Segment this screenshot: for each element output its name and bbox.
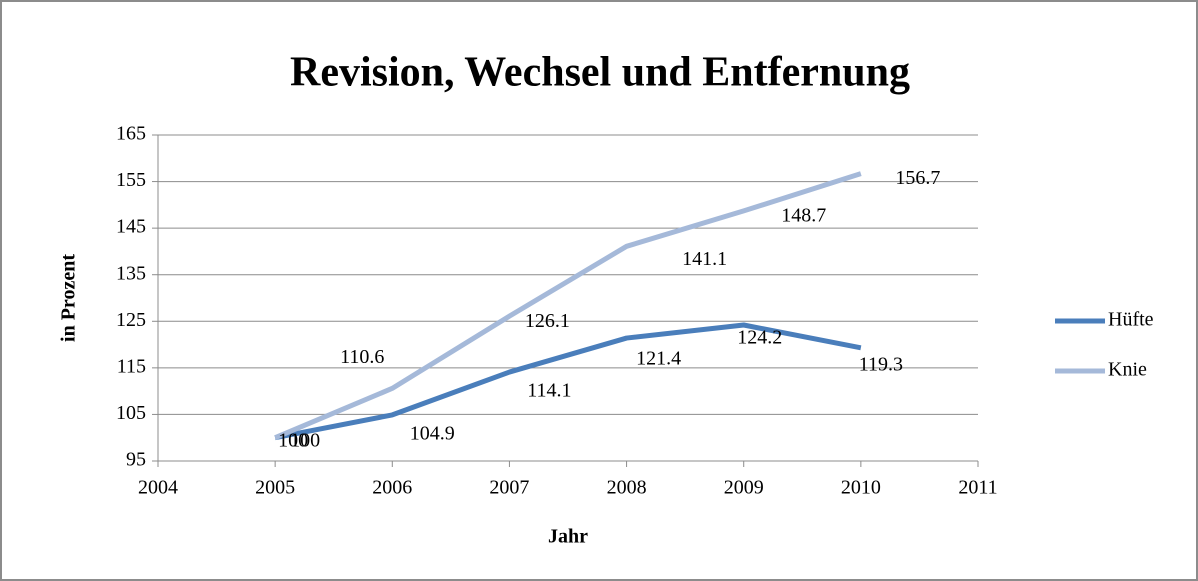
data-label: 100 xyxy=(278,429,308,451)
legend-label: Hüfte xyxy=(1108,309,1154,331)
x-tick-label: 2005 xyxy=(255,477,295,499)
y-tick-label: 115 xyxy=(117,355,146,377)
data-label: 110.6 xyxy=(340,346,384,368)
y-tick-label: 165 xyxy=(116,123,146,145)
data-label: 156.7 xyxy=(895,167,940,189)
x-tick-label: 2008 xyxy=(607,477,647,499)
line-series xyxy=(274,322,862,441)
x-tick-label: 2007 xyxy=(489,477,529,499)
legend-label: Knie xyxy=(1108,359,1147,381)
y-tick-label: 135 xyxy=(116,262,146,284)
y-axis-label: in Prozent xyxy=(58,254,80,342)
data-label: 148.7 xyxy=(781,205,826,227)
line-series xyxy=(274,171,862,441)
x-tick-label: 2011 xyxy=(958,477,997,499)
x-tick-label: 2010 xyxy=(841,477,881,499)
x-axis-label: Jahr xyxy=(548,526,588,548)
data-label: 119.3 xyxy=(859,353,903,375)
data-label: 100 xyxy=(290,429,320,451)
y-tick-label: 105 xyxy=(116,402,146,424)
data-label: 126.1 xyxy=(525,310,570,332)
y-tick-label: 145 xyxy=(116,216,146,238)
data-label: 124.2 xyxy=(737,327,782,349)
data-label: 141.1 xyxy=(682,248,727,270)
chart-title: Revision, Wechsel und Entfernung xyxy=(290,50,910,96)
x-tick-label: 2009 xyxy=(724,477,764,499)
data-label: 114.1 xyxy=(527,380,571,402)
x-tick-label: 2004 xyxy=(138,477,178,499)
x-tick-label: 2006 xyxy=(372,477,412,499)
y-tick-label: 95 xyxy=(126,449,146,471)
y-tick-label: 155 xyxy=(116,169,146,191)
data-label: 121.4 xyxy=(636,348,681,370)
y-tick-label: 125 xyxy=(116,309,146,331)
data-label: 104.9 xyxy=(410,422,455,444)
